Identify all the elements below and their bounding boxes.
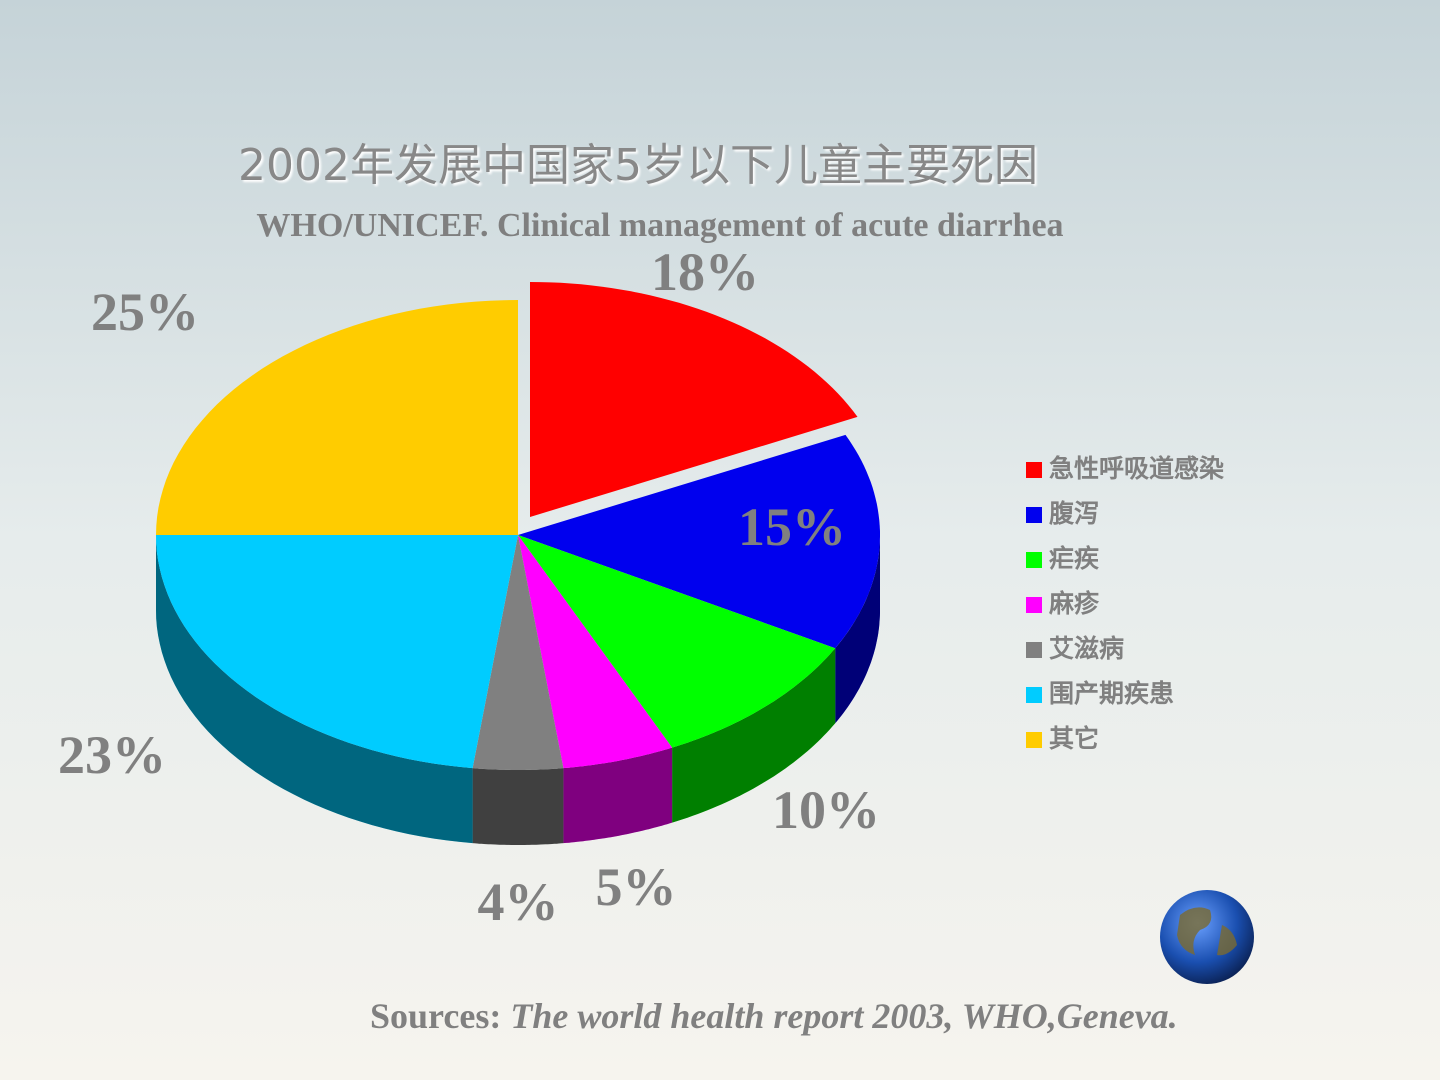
- slice-side-shade: [156, 535, 473, 844]
- legend-label: 急性呼吸道感染: [1049, 454, 1224, 483]
- legend-swatch: [1026, 732, 1042, 748]
- title: 2002年发展中国家5岁以下儿童主要死因: [238, 140, 1038, 191]
- slice-side-shade: [672, 648, 836, 823]
- pie: 18% 15% 10% 5% 4% 23% 25%: [58, 242, 880, 932]
- slice: [518, 535, 673, 769]
- source-label: Sources:: [370, 996, 501, 1036]
- legend-label: 腹泻: [1049, 499, 1099, 528]
- legend-swatch: [1026, 462, 1042, 478]
- legend-label: 艾滋病: [1049, 634, 1124, 663]
- value-label: 5%: [596, 857, 677, 917]
- legend-swatch: [1026, 552, 1042, 568]
- source: Sources: The world health report 2003, W…: [370, 996, 1178, 1036]
- slice: [518, 434, 880, 649]
- legend-swatch: [1026, 597, 1042, 613]
- legend-swatch: [1026, 642, 1042, 658]
- value-label: 4%: [478, 872, 559, 932]
- slice-side-shade: [835, 535, 880, 724]
- legend-label: 其它: [1049, 724, 1099, 753]
- slice-side-shade: [472, 768, 564, 845]
- subtitle: WHO/UNICEF. Clinical management of acute…: [256, 207, 1063, 244]
- legend-label: 疟疾: [1049, 544, 1099, 573]
- slice: [472, 535, 564, 770]
- slice-side-shade: [563, 747, 673, 844]
- slice: [518, 535, 836, 748]
- legend-label: 麻疹: [1048, 589, 1100, 618]
- legend-label: 围产期疾患: [1049, 679, 1174, 708]
- value-label: 10%: [772, 780, 880, 840]
- value-label: 23%: [58, 725, 166, 785]
- slice: [156, 535, 518, 769]
- value-label: 25%: [91, 282, 199, 342]
- globe-icon: [1160, 890, 1254, 984]
- value-label: 18%: [651, 242, 759, 302]
- value-label: 15%: [738, 497, 846, 557]
- legend-swatch: [1026, 507, 1042, 523]
- legend-swatch: [1026, 687, 1042, 703]
- slice: [530, 282, 858, 517]
- source-text: The world health report 2003, WHO,Geneva…: [510, 996, 1177, 1036]
- slice: [156, 300, 518, 535]
